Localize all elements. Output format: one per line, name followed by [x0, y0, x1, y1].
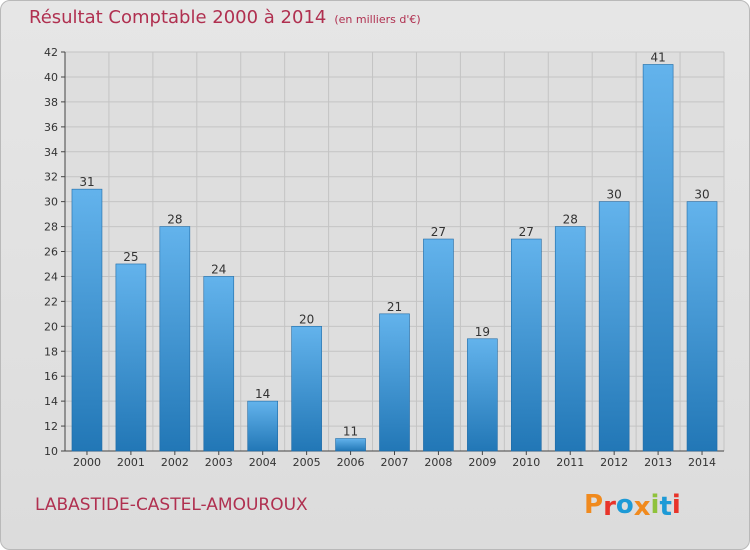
bar	[291, 326, 322, 452]
x-tick-label: 2012	[600, 456, 628, 469]
y-tick-label: 26	[44, 246, 58, 259]
data-label: 28	[563, 213, 578, 227]
y-tick-label: 22	[44, 295, 58, 308]
y-tick-label: 38	[44, 96, 58, 109]
x-tick-label: 2013	[644, 456, 672, 469]
logo-letter: i	[671, 490, 681, 520]
x-tick-label: 2006	[337, 456, 365, 469]
y-tick-label: 20	[44, 320, 58, 333]
bar	[247, 400, 278, 452]
bar	[159, 226, 191, 452]
bar	[554, 226, 586, 452]
x-tick-label: 2001	[117, 456, 145, 469]
bar	[71, 188, 103, 452]
data-label: 30	[694, 188, 709, 202]
y-tick-label: 32	[44, 171, 58, 184]
bar	[598, 201, 630, 452]
x-tick-label: 2004	[249, 456, 277, 469]
y-tick-label: 36	[44, 121, 58, 134]
chart-title-text: Résultat Comptable 2000 à 2014	[29, 7, 327, 28]
y-tick-label: 34	[44, 146, 58, 159]
bar	[467, 338, 498, 452]
logo-letter: o	[615, 490, 634, 520]
y-tick-label: 28	[44, 221, 58, 234]
y-tick-label: 10	[44, 445, 58, 458]
data-label: 31	[79, 175, 94, 189]
labels: 10 12 14 16 18 20 22 24 26 28 30 32 34 36 38 40 42 31 2000…	[44, 46, 716, 469]
data-label: 11	[343, 425, 358, 439]
y-tick-label: 16	[44, 370, 58, 383]
x-tick-label: 2000	[73, 456, 101, 469]
data-label: 27	[519, 225, 534, 239]
x-tick-label: 2003	[205, 456, 233, 469]
data-label: 28	[167, 213, 182, 227]
data-label: 25	[123, 250, 138, 264]
x-tick-label: 2009	[468, 456, 496, 469]
x-tick-label: 2005	[293, 456, 321, 469]
data-label: 19	[475, 325, 490, 339]
y-tick-label: 42	[44, 46, 58, 59]
bar	[686, 201, 718, 452]
y-tick-label: 18	[44, 345, 58, 358]
data-label: 14	[255, 387, 270, 401]
chart-title: Résultat Comptable 2000 à 2014 (en millie…	[29, 7, 421, 28]
bar	[510, 238, 542, 452]
y-tick-label: 12	[44, 420, 58, 433]
bar	[379, 313, 410, 452]
y-tick-label: 14	[44, 395, 58, 408]
commune-name: LABASTIDE-CASTEL-AMOUROUX	[35, 495, 308, 515]
x-tick-label: 2010	[512, 456, 540, 469]
data-label: 30	[607, 188, 622, 202]
data-label: 27	[431, 225, 446, 239]
x-tick-label: 2008	[424, 456, 452, 469]
chart-unit: (en milliers d'€)	[334, 13, 421, 26]
bar	[642, 64, 674, 452]
logo-letter: r	[603, 492, 616, 522]
x-tick-label: 2014	[688, 456, 716, 469]
x-tick-label: 2002	[161, 456, 189, 469]
y-tick-label: 30	[44, 196, 58, 209]
logo-letter: t	[659, 492, 672, 522]
logo-letter: x	[633, 492, 651, 522]
bars	[71, 64, 718, 452]
data-label: 21	[387, 300, 402, 314]
bar	[335, 438, 366, 452]
data-label: 20	[299, 312, 314, 326]
bar	[115, 263, 147, 452]
logo-letter: P	[584, 490, 604, 520]
y-tick-label: 40	[44, 71, 58, 84]
x-tick-label: 2011	[556, 456, 584, 469]
y-tick-label: 24	[44, 270, 58, 283]
proxiti-logo: Proxiti	[584, 490, 681, 522]
bar	[203, 276, 235, 452]
data-label: 41	[650, 50, 665, 64]
data-label: 24	[211, 262, 226, 276]
x-tick-label: 2007	[381, 456, 409, 469]
bar	[423, 238, 454, 452]
logo-letter: i	[650, 490, 660, 520]
